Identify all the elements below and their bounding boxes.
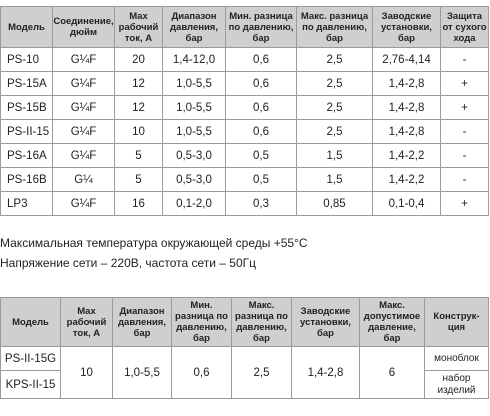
cell-pressure-range: 0,1-2,0 (162, 191, 226, 216)
table-row: KPS-II-15 набор изделий (0, 370, 489, 399)
table-row: LP3 G¼F 16 0,1-2,0 0,3 0,85 0,1-0,4 + (0, 191, 489, 216)
cell-model: PS-10 (0, 47, 53, 72)
cell-max-current: 20 (114, 47, 163, 72)
cell-factory-settings: 0,1-0,4 (372, 191, 441, 216)
cell-min-diff: 0,6 (225, 95, 297, 120)
cell-connection: G¼F (52, 71, 115, 96)
cell-pressure-range: 0,5-3,0 (162, 143, 226, 168)
cell-model: LP3 (0, 191, 53, 216)
cell-dry-run-protection: + (440, 191, 489, 216)
header-factory-settings: Заводские установки, бар (372, 6, 441, 48)
cell-max-current: 5 (114, 143, 163, 168)
cell-max-current: 12 (114, 71, 163, 96)
cell-max-diff: 2,5 (296, 119, 373, 144)
note-voltage: Напряжение сети – 220В, частота сети – 5… (0, 256, 257, 270)
cell-max-current: 12 (114, 95, 163, 120)
cell-max-diff: 1,5 (296, 167, 373, 192)
cell-min-diff: 0,6 (225, 119, 297, 144)
cell-max-current: 10 (114, 119, 163, 144)
table-row: PS-II-15G 10 1,0-5,5 0,6 2,5 1,4-2,8 6 м… (0, 346, 489, 399)
table-row: PS-15B G¼F 12 1,0-5,5 0,6 2,5 1,4-2,8 + (0, 95, 489, 120)
specs-table-1: Модель Соединение, дюйм Max рабочий ток,… (0, 6, 489, 216)
cell-model: PS-II-15 (0, 119, 53, 144)
cell-model: PS-16B (0, 167, 53, 192)
table-header-row: Модель Соединение, дюйм Max рабочий ток,… (0, 6, 489, 48)
cell-connection: G¼F (52, 143, 115, 168)
cell-pressure-range: 0,5-3,0 (162, 167, 226, 192)
cell-connection: G¼F (52, 95, 115, 120)
specs-table-2: Модель Max рабочий ток, А Диапазон давле… (0, 297, 489, 399)
cell-pressure-range: 1,0-5,5 (112, 346, 172, 399)
cell-max-pressure: 6 (359, 346, 425, 399)
table-row: PS-15A G¼F 12 1,0-5,5 0,6 2,5 1,4-2,8 + (0, 71, 489, 96)
header-construction: Конструк- ция (424, 297, 489, 347)
table-header-row: Модель Max рабочий ток, А Диапазон давле… (0, 297, 489, 347)
header-max-diff: Макс. разница по давлению, бар (296, 6, 373, 48)
table-row: PS-II-15 G¼F 10 1,0-5,5 0,6 2,5 1,4-2,8- (0, 119, 489, 144)
cell-model: PS-16A (0, 143, 53, 168)
cell-model: KPS-II-15 (0, 370, 61, 399)
cell-min-diff: 0,6 (225, 47, 297, 72)
cell-max-current: 5 (114, 167, 163, 192)
cell-connection: G¼F (52, 191, 115, 216)
header-max-current: Max рабочий ток, А (60, 297, 113, 347)
cell-min-diff: 0,3 (225, 191, 297, 216)
table-row: PS-16A G¼F 5 0,5-3,0 0,5 1,5 1,4-2,2- (0, 143, 489, 168)
cell-max-current: 10 (60, 346, 113, 399)
header-dry-run-protection: Защита от сухого хода (440, 6, 489, 48)
header-connection: Соединение, дюйм (52, 6, 115, 48)
cell-max-diff: 1,5 (296, 143, 373, 168)
cell-connection: G¼ (52, 167, 115, 192)
header-min-diff: Мин. разница по давлению, бар (171, 297, 232, 347)
cell-pressure-range: 1,4-12,0 (162, 47, 226, 72)
cell-max-diff: 2,5 (296, 95, 373, 120)
cell-max-diff: 2,5 (231, 346, 292, 399)
cell-model: PS-15B (0, 95, 53, 120)
cell-construction: набор изделий (424, 370, 489, 399)
cell-max-diff: 2,5 (296, 47, 373, 72)
cell-pressure-range: 1,0-5,5 (162, 119, 226, 144)
note-max-temperature: Максимальная температура окружающей сред… (0, 236, 308, 250)
cell-min-diff: 0,5 (225, 167, 297, 192)
header-pressure-range: Диапазон давления, бар (162, 6, 226, 48)
cell-construction: моноблок (424, 346, 489, 371)
cell-dry-run-protection: + (440, 71, 489, 96)
cell-max-diff: 2,5 (296, 71, 373, 96)
cell-min-diff: 0,5 (225, 143, 297, 168)
header-max-diff: Макс. разница по давлению, бар (231, 297, 292, 347)
header-model: Модель (0, 297, 61, 347)
cell-factory-settings: 1,4-2,8 (372, 71, 441, 96)
cell-connection: G¼F (52, 47, 115, 72)
cell-dry-run-protection: - (440, 167, 489, 192)
header-pressure-range: Диапазон давления, бар (112, 297, 172, 347)
cell-dry-run-protection: - (440, 47, 489, 72)
header-max-pressure: Макс. допустимое давление, бар (359, 297, 425, 347)
cell-model: PS-15A (0, 71, 53, 96)
cell-max-diff: 0,85 (296, 191, 373, 216)
cell-factory-settings: 1,4-2,8 (372, 119, 441, 144)
header-max-current: Max рабочий ток, А (114, 6, 163, 48)
cell-factory-settings: 1,4-2,8 (291, 346, 360, 399)
cell-min-diff: 0,6 (171, 346, 232, 399)
cell-pressure-range: 1,0-5,5 (162, 95, 226, 120)
table-row: PS-10 G¼F 20 1,4-12,0 0,6 2,5 2,76-4,14- (0, 47, 489, 72)
cell-pressure-range: 1,0-5,5 (162, 71, 226, 96)
table-row: PS-16B G¼ 5 0,5-3,0 0,5 1,5 1,4-2,2- (0, 167, 489, 192)
header-factory-settings: Заводские установки, бар (291, 297, 360, 347)
cell-dry-run-protection: - (440, 143, 489, 168)
cell-factory-settings: 1,4-2,2 (372, 167, 441, 192)
cell-dry-run-protection: - (440, 119, 489, 144)
header-min-diff: Мин. разница по давлению, бар (225, 6, 297, 48)
cell-dry-run-protection: + (440, 95, 489, 120)
cell-factory-settings: 1,4-2,2 (372, 143, 441, 168)
cell-connection: G¼F (52, 119, 115, 144)
cell-factory-settings: 2,76-4,14 (372, 47, 441, 72)
cell-model: PS-II-15G (0, 346, 61, 371)
cell-max-current: 16 (114, 191, 163, 216)
cell-factory-settings: 1,4-2,8 (372, 95, 441, 120)
cell-min-diff: 0,6 (225, 71, 297, 96)
header-model: Модель (0, 6, 53, 48)
